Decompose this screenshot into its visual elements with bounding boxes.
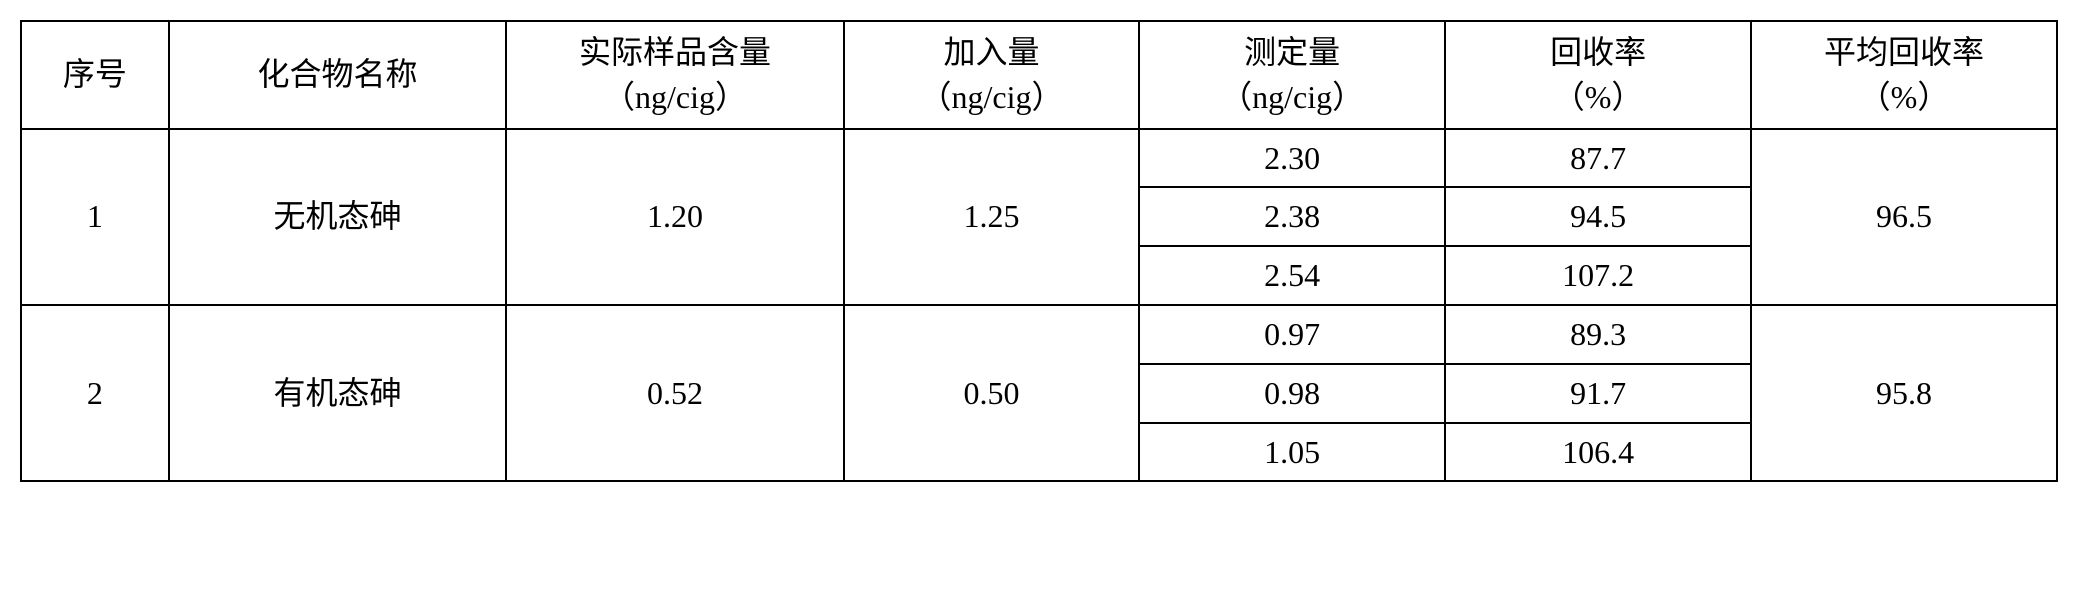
col-header-name: 化合物名称 — [169, 21, 507, 129]
cell-meas: 2.54 — [1139, 246, 1445, 305]
header-label: 化合物名称 — [257, 56, 417, 92]
cell-rec: 89.3 — [1445, 305, 1751, 364]
cell-meas: 2.38 — [1139, 187, 1445, 246]
header-label: 回收率 — [1550, 34, 1646, 70]
table-row: 2 有机态砷 0.52 0.50 0.97 89.3 95.8 — [21, 305, 2057, 364]
col-header-meas: 测定量 （ng/cig） — [1139, 21, 1445, 129]
col-header-seq: 序号 — [21, 21, 169, 129]
header-label: 测定量 — [1244, 34, 1340, 70]
cell-avg: 96.5 — [1751, 129, 2057, 305]
header-unit: （ng/cig） — [920, 79, 1064, 115]
col-header-avg: 平均回收率 （%） — [1751, 21, 2057, 129]
cell-seq: 2 — [21, 305, 169, 481]
col-header-rec: 回收率 （%） — [1445, 21, 1751, 129]
cell-meas: 0.97 — [1139, 305, 1445, 364]
header-unit: （%） — [1859, 79, 1950, 115]
header-label: 序号 — [63, 56, 127, 92]
col-header-actual: 实际样品含量 （ng/cig） — [506, 21, 844, 129]
header-label: 加入量 — [943, 34, 1039, 70]
cell-avg: 95.8 — [1751, 305, 2057, 481]
table-row: 1 无机态砷 1.20 1.25 2.30 87.7 96.5 — [21, 129, 2057, 188]
cell-meas: 0.98 — [1139, 364, 1445, 423]
cell-added: 1.25 — [844, 129, 1139, 305]
cell-rec: 106.4 — [1445, 423, 1751, 482]
header-label: 实际样品含量 — [579, 34, 771, 70]
cell-meas: 1.05 — [1139, 423, 1445, 482]
cell-seq: 1 — [21, 129, 169, 305]
header-label: 平均回收率 — [1824, 34, 1984, 70]
header-unit: （ng/cig） — [1220, 79, 1364, 115]
col-header-added: 加入量 （ng/cig） — [844, 21, 1139, 129]
cell-meas: 2.30 — [1139, 129, 1445, 188]
cell-added: 0.50 — [844, 305, 1139, 481]
cell-rec: 87.7 — [1445, 129, 1751, 188]
cell-actual: 0.52 — [506, 305, 844, 481]
cell-name: 有机态砷 — [169, 305, 507, 481]
header-row: 序号 化合物名称 实际样品含量 （ng/cig） 加入量 （ng/cig） 测定… — [21, 21, 2057, 129]
data-table: 序号 化合物名称 实际样品含量 （ng/cig） 加入量 （ng/cig） 测定… — [20, 20, 2058, 482]
cell-rec: 107.2 — [1445, 246, 1751, 305]
cell-rec: 94.5 — [1445, 187, 1751, 246]
header-unit: （%） — [1553, 79, 1644, 115]
cell-name: 无机态砷 — [169, 129, 507, 305]
cell-rec: 91.7 — [1445, 364, 1751, 423]
header-unit: （ng/cig） — [603, 79, 747, 115]
cell-actual: 1.20 — [506, 129, 844, 305]
